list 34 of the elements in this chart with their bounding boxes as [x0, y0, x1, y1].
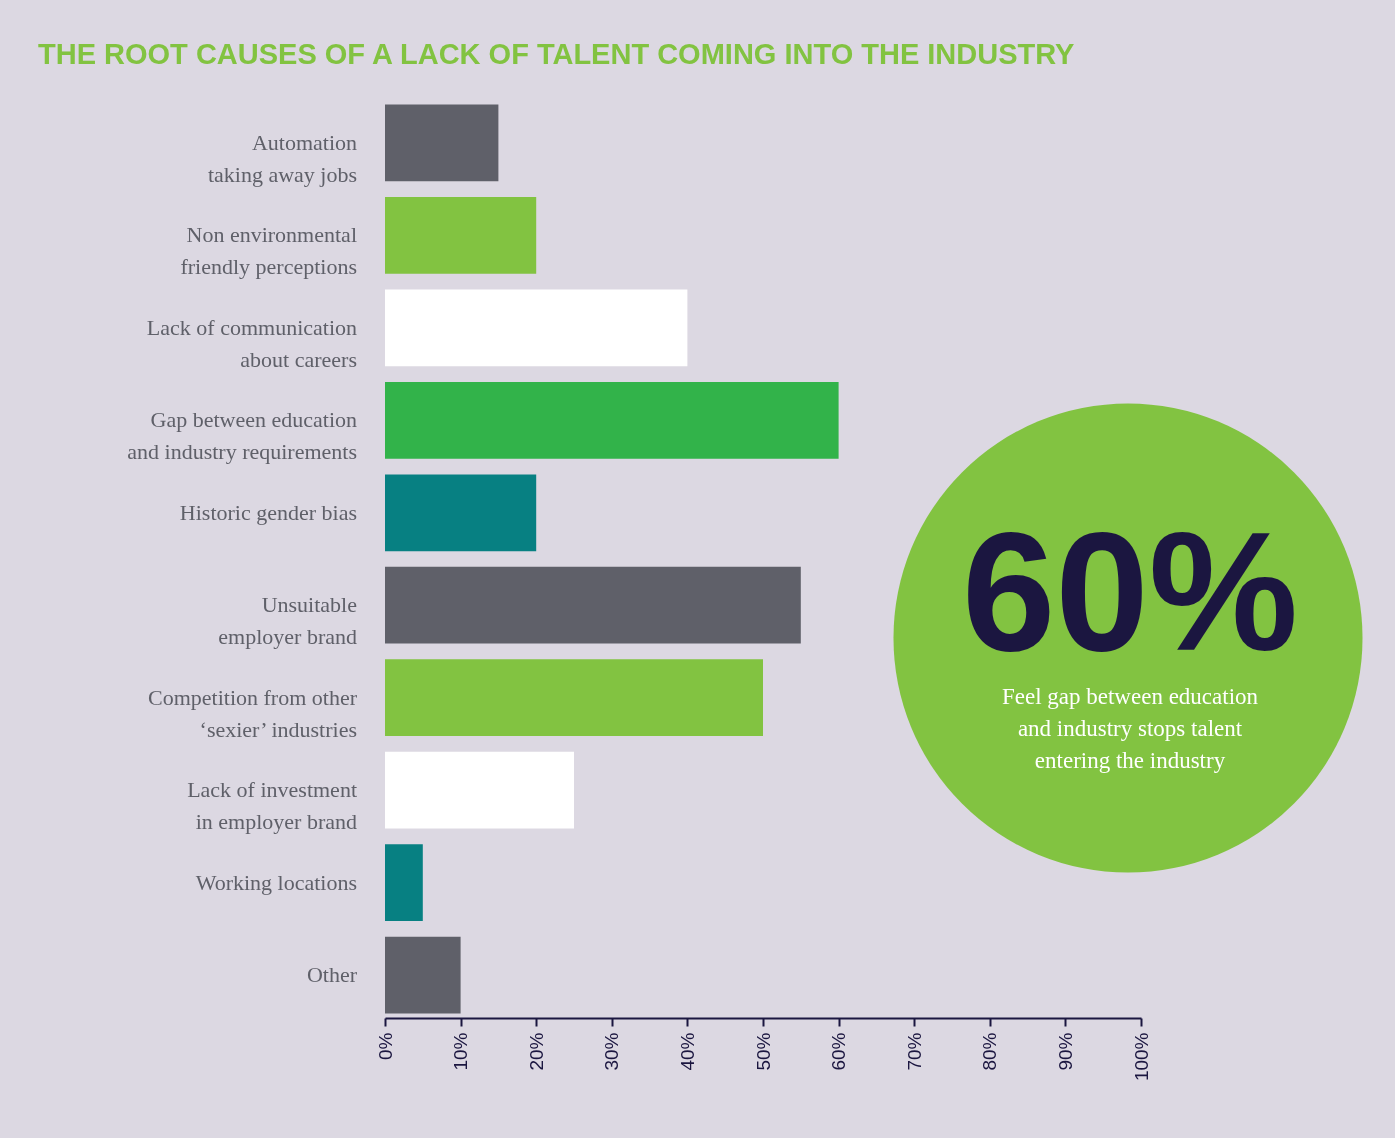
y-tick-label: Other: [306, 962, 358, 988]
bar: [385, 936, 461, 1014]
x-tick-label: 90%: [1054, 1032, 1076, 1071]
bar: [385, 566, 801, 644]
y-tick-label: Gap between education and industry requirements: [127, 407, 357, 465]
y-tick-label: Lack of communication about careers: [146, 314, 357, 372]
bar: [385, 104, 499, 182]
bar: [385, 474, 537, 552]
x-tick-label: 10%: [450, 1032, 472, 1071]
bar: [385, 381, 839, 459]
y-tick-label: Automation taking away jobs: [207, 129, 357, 187]
x-tick-label: 0%: [374, 1032, 396, 1060]
annotation: Feel gap between education and industry stops talent entering the industry: [1001, 684, 1259, 773]
x-tick-label: 20%: [525, 1032, 547, 1071]
bar: [385, 289, 688, 367]
y-tick-label: Competition from other ‘sexier’ industries: [148, 684, 358, 742]
x-tick-label: 100%: [1130, 1032, 1152, 1082]
x-tick-label: 80%: [979, 1032, 1001, 1071]
y-tick-label: Historic gender bias: [179, 499, 357, 525]
y-tick-label: Working locations: [195, 869, 357, 895]
annotation: 60%: [961, 498, 1299, 686]
chart-title: THE ROOT CAUSES OF A LACK OF TALENT COMING INTO THE INDUSTRY: [38, 38, 1075, 70]
y-tick-label: Unsuitable employer brand: [218, 592, 357, 650]
bar: [385, 659, 763, 737]
x-tick-label: 70%: [903, 1032, 925, 1071]
x-tick-label: 50%: [752, 1032, 774, 1071]
bar: [385, 197, 537, 274]
x-tick-label: 40%: [676, 1032, 698, 1071]
x-tick-label: 30%: [601, 1032, 623, 1071]
y-tick-label: Non environmental friendly perceptions: [180, 222, 357, 280]
bar: [385, 751, 574, 829]
bar: [385, 844, 423, 921]
y-tick-label: Lack of investment in employer brand: [187, 777, 357, 835]
x-tick-label: 60%: [828, 1032, 850, 1071]
